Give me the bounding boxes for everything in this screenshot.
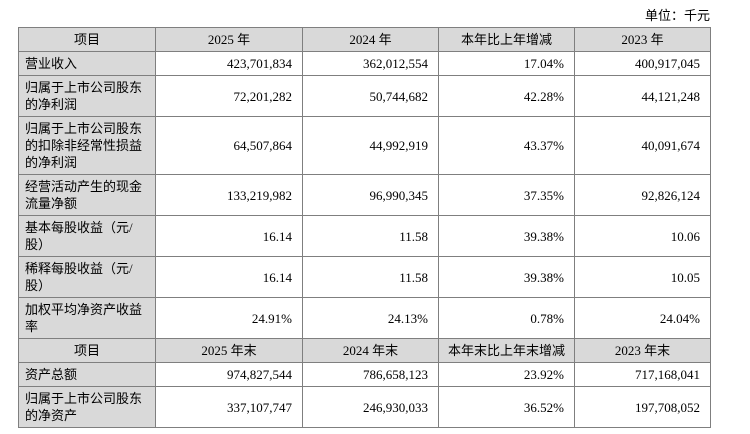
- table-row-total-assets: 资产总额 974,827,544 786,658,123 23.92% 717,…: [18, 362, 711, 387]
- metric-value-cell: 50,744,682: [302, 75, 439, 117]
- table-row-net-profit: 归属于上市公司股东的净利润 72,201,282 50,744,682 42.2…: [18, 75, 711, 117]
- header-cell-2025: 2025 年: [155, 27, 303, 52]
- balance-header-row: 项目 2025 年末 2024 年末 本年末比上年末增减 2023 年末: [18, 338, 711, 363]
- metric-label-cell: 归属于上市公司股东的扣除非经常性损益的净利润: [18, 116, 156, 175]
- table-row-basic-eps: 基本每股收益（元/股） 16.14 11.58 39.38% 10.06: [18, 215, 711, 257]
- metric-label-cell: 归属于上市公司股东的净利润: [18, 75, 156, 117]
- metric-label-cell: 经营活动产生的现金流量净额: [18, 174, 156, 216]
- metric-label-cell: 归属于上市公司股东的净资产: [18, 386, 156, 428]
- metric-label-cell: 基本每股收益（元/股）: [18, 215, 156, 257]
- header-cell-yoy-change: 本年比上年增减: [438, 27, 575, 52]
- metric-value-cell: 0.78%: [438, 297, 575, 339]
- metric-value-cell: 10.05: [574, 256, 711, 298]
- metric-label-cell: 营业收入: [18, 51, 156, 76]
- table-row-net-assets: 归属于上市公司股东的净资产 337,107,747 246,930,033 36…: [18, 386, 711, 428]
- table-row-net-profit-excl-nonrecurring: 归属于上市公司股东的扣除非经常性损益的净利润 64,507,864 44,992…: [18, 116, 711, 175]
- metric-value-cell: 11.58: [302, 215, 439, 257]
- metric-value-cell: 39.38%: [438, 215, 575, 257]
- table-row-operating-cash-flow: 经营活动产生的现金流量净额 133,219,982 96,990,345 37.…: [18, 174, 711, 216]
- metric-value-cell: 24.91%: [155, 297, 303, 339]
- metric-value-cell: 43.37%: [438, 116, 575, 175]
- metric-value-cell: 36.52%: [438, 386, 575, 428]
- metric-value-cell: 44,121,248: [574, 75, 711, 117]
- metric-value-cell: 42.28%: [438, 75, 575, 117]
- metric-value-cell: 400,917,045: [574, 51, 711, 76]
- header-cell-2023: 2023 年: [574, 27, 711, 52]
- metric-label-cell: 加权平均净资产收益率: [18, 297, 156, 339]
- metric-value-cell: 37.35%: [438, 174, 575, 216]
- metric-value-cell: 10.06: [574, 215, 711, 257]
- metric-value-cell: 197,708,052: [574, 386, 711, 428]
- header-cell-2024-end: 2024 年末: [302, 338, 439, 363]
- metric-value-cell: 337,107,747: [155, 386, 303, 428]
- key-financials-table: 项目 2025 年 2024 年 本年比上年增减 2023 年 营业收入 423…: [18, 27, 711, 428]
- annual-section: 项目 2025 年 2024 年 本年比上年增减 2023 年 营业收入 423…: [18, 27, 711, 339]
- header-cell-2024: 2024 年: [302, 27, 439, 52]
- metric-value-cell: 246,930,033: [302, 386, 439, 428]
- header-cell-item-2: 项目: [18, 338, 156, 363]
- balance-section: 项目 2025 年末 2024 年末 本年末比上年末增减 2023 年末 资产总…: [18, 338, 711, 428]
- metric-value-cell: 362,012,554: [302, 51, 439, 76]
- metric-value-cell: 717,168,041: [574, 362, 711, 387]
- metric-value-cell: 974,827,544: [155, 362, 303, 387]
- header-cell-item: 项目: [18, 27, 156, 52]
- metric-value-cell: 24.04%: [574, 297, 711, 339]
- metric-value-cell: 16.14: [155, 256, 303, 298]
- table-row-operating-revenue: 营业收入 423,701,834 362,012,554 17.04% 400,…: [18, 51, 711, 76]
- unit-label: 单位：千元: [644, 8, 710, 23]
- metric-value-cell: 64,507,864: [155, 116, 303, 175]
- metric-value-cell: 23.92%: [438, 362, 575, 387]
- metric-value-cell: 96,990,345: [302, 174, 439, 216]
- metric-value-cell: 24.13%: [302, 297, 439, 339]
- header-cell-yoy-end-change: 本年末比上年末增减: [438, 338, 575, 363]
- metric-value-cell: 11.58: [302, 256, 439, 298]
- header-cell-2023-end: 2023 年末: [574, 338, 711, 363]
- metric-value-cell: 133,219,982: [155, 174, 303, 216]
- header-cell-2025-end: 2025 年末: [155, 338, 303, 363]
- metric-label-cell: 资产总额: [18, 362, 156, 387]
- metric-value-cell: 17.04%: [438, 51, 575, 76]
- metric-label-cell: 稀释每股收益（元/股）: [18, 256, 156, 298]
- metric-value-cell: 92,826,124: [574, 174, 711, 216]
- metric-value-cell: 39.38%: [438, 256, 575, 298]
- metric-value-cell: 16.14: [155, 215, 303, 257]
- table-row-weighted-avg-roe: 加权平均净资产收益率 24.91% 24.13% 0.78% 24.04%: [18, 297, 711, 339]
- table-row-diluted-eps: 稀释每股收益（元/股） 16.14 11.58 39.38% 10.05: [18, 256, 711, 298]
- metric-value-cell: 44,992,919: [302, 116, 439, 175]
- metric-value-cell: 72,201,282: [155, 75, 303, 117]
- annual-header-row: 项目 2025 年 2024 年 本年比上年增减 2023 年: [18, 27, 711, 52]
- metric-value-cell: 40,091,674: [574, 116, 711, 175]
- metric-value-cell: 786,658,123: [302, 362, 439, 387]
- metric-value-cell: 423,701,834: [155, 51, 303, 76]
